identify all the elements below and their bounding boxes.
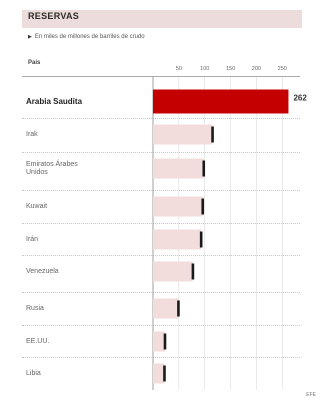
row-divider: [22, 292, 300, 293]
category-label: Irán: [26, 235, 39, 243]
category-label: Emiratos Árabes Unidos: [26, 160, 78, 176]
row-divider: [22, 255, 300, 256]
bar-end-marker: [199, 231, 203, 248]
bar: [153, 331, 165, 352]
row-divider: [22, 325, 300, 326]
row-divider: [22, 223, 300, 224]
category-label: Irak: [26, 130, 38, 138]
bar-end-marker: [163, 333, 167, 350]
triangle-icon: ▶: [28, 34, 32, 40]
x-tick-label: 150: [226, 66, 235, 72]
category-label: Rusia: [26, 304, 44, 312]
bar: [153, 229, 202, 250]
x-tick-label: 100: [200, 66, 209, 72]
x-tick-label: 250: [278, 66, 287, 72]
bar-end-marker: [202, 160, 206, 177]
category-label: EE.UU.: [26, 337, 50, 345]
bar: [153, 89, 289, 114]
bar: [153, 124, 213, 145]
bar-end-marker: [191, 263, 195, 280]
bar-end-marker: [163, 365, 166, 382]
header-divider: [22, 76, 300, 77]
row-divider: [22, 357, 300, 358]
category-label: Arabia Saudita: [26, 96, 83, 106]
chart-subtitle: ▶ En miles de millones de barriles de cru…: [28, 34, 145, 40]
bar: [153, 261, 193, 282]
x-tick-label: 50: [176, 66, 182, 72]
bar: [153, 196, 203, 217]
category-label: Libia: [26, 369, 41, 377]
data-label: 262: [293, 94, 307, 103]
subtitle-text: En miles de millones de barriles de crud…: [34, 34, 145, 40]
title-band: [22, 10, 302, 28]
column-header: País: [28, 60, 41, 66]
row-divider: [22, 152, 300, 153]
bar: [153, 158, 204, 179]
chart-title: RESERVAS: [28, 11, 80, 21]
bar-end-marker: [201, 198, 205, 215]
row-divider: [22, 118, 300, 119]
row-divider: [22, 190, 300, 191]
category-label: Venezuela: [26, 267, 59, 275]
bar-end-marker: [177, 300, 180, 317]
bar: [153, 298, 179, 319]
bar: [153, 363, 165, 384]
source-label: EFE: [306, 392, 316, 398]
x-tick-label: 200: [252, 66, 261, 72]
category-label: Kuwait: [26, 202, 48, 210]
bar-end-marker: [211, 126, 214, 143]
